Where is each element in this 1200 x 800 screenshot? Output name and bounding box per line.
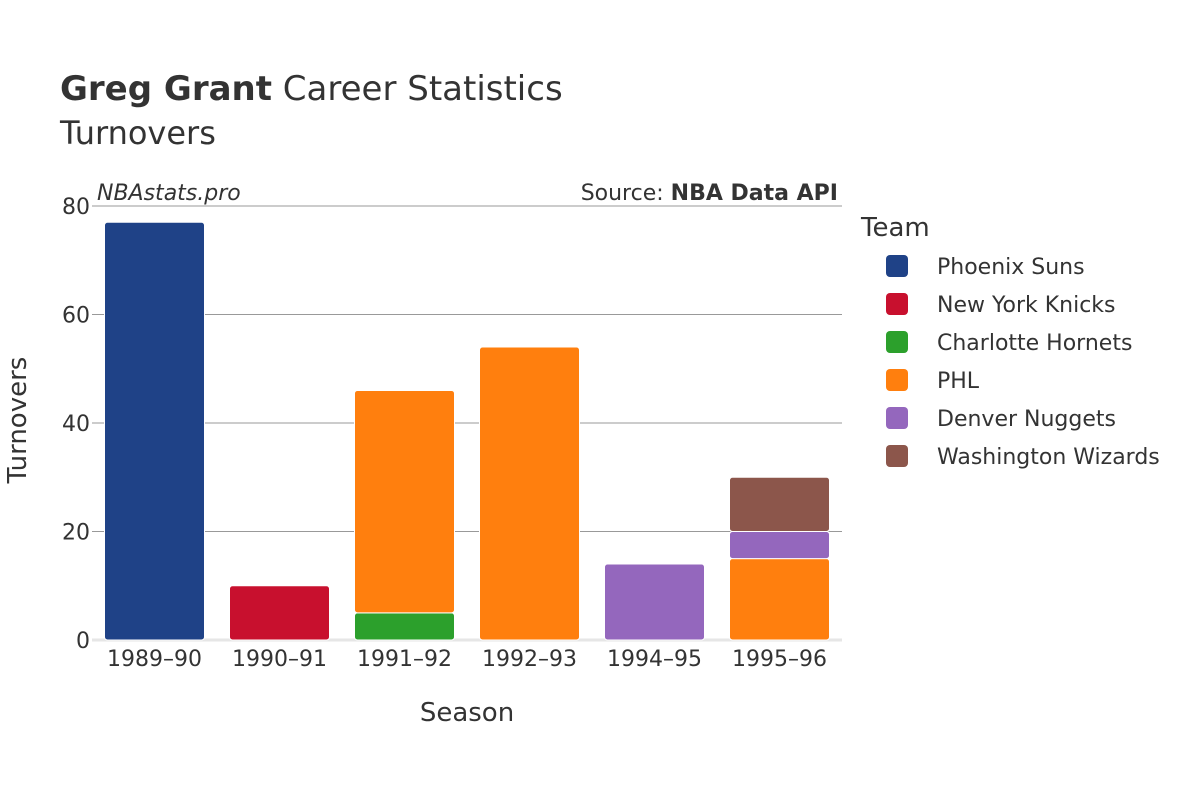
x-tick-label: 1990–91 bbox=[232, 647, 327, 672]
legend-item[interactable]: Washington Wizards bbox=[886, 445, 1160, 470]
legend-swatch bbox=[886, 331, 908, 353]
legend: Phoenix Suns New York Knicks Charlotte Hor… bbox=[886, 255, 1160, 470]
chart-subtitle: Turnovers bbox=[59, 114, 216, 152]
legend-label: PHL bbox=[937, 369, 980, 394]
source-prefix: Source: bbox=[581, 181, 671, 206]
watermark: NBAstats.pro bbox=[97, 181, 241, 206]
x-tick-label: 1989–90 bbox=[107, 647, 202, 672]
legend-swatch bbox=[886, 445, 908, 467]
legend-label: Charlotte Hornets bbox=[937, 331, 1132, 356]
legend-item[interactable]: New York Knicks bbox=[886, 293, 1116, 318]
source-note: Source: NBA Data API bbox=[581, 181, 838, 206]
chart-title-rest: Career Statistics bbox=[272, 69, 563, 109]
legend-label: New York Knicks bbox=[937, 293, 1116, 318]
legend-swatch bbox=[886, 407, 908, 429]
legend-label: Phoenix Suns bbox=[937, 255, 1085, 280]
legend-item[interactable]: Charlotte Hornets bbox=[886, 331, 1132, 356]
y-tick-label: 0 bbox=[76, 629, 90, 654]
y-tick-label: 80 bbox=[62, 195, 90, 220]
legend-item[interactable]: Phoenix Suns bbox=[886, 255, 1085, 280]
legend-label: Washington Wizards bbox=[937, 445, 1160, 470]
legend-label: Denver Nuggets bbox=[937, 407, 1116, 432]
bar-segment[interactable] bbox=[479, 346, 580, 641]
x-tick-label: 1995–96 bbox=[732, 647, 827, 672]
x-tick-label: 1992–93 bbox=[482, 647, 577, 672]
bar-segment[interactable] bbox=[729, 476, 830, 532]
x-tick-label: 1994–95 bbox=[607, 647, 702, 672]
x-tick-labels: 1989–90 1990–91 1991–92 1992–93 1994–95 1995–… bbox=[107, 647, 827, 672]
y-tick-label: 20 bbox=[62, 521, 90, 546]
legend-title: Team bbox=[860, 213, 930, 243]
bar-segment[interactable] bbox=[729, 531, 830, 560]
y-axis-label: Turnovers bbox=[3, 357, 33, 485]
x-axis-label: Season bbox=[420, 698, 514, 728]
y-tick-labels: 0 20 40 60 80 bbox=[62, 195, 90, 654]
source-name: NBA Data API bbox=[671, 181, 838, 206]
legend-swatch bbox=[886, 293, 908, 315]
gridlines bbox=[92, 205, 842, 642]
bar-segment[interactable] bbox=[729, 558, 830, 641]
legend-item[interactable]: PHL bbox=[886, 369, 980, 394]
bars bbox=[104, 221, 830, 641]
y-tick-label: 40 bbox=[62, 412, 90, 437]
x-tick-label: 1991–92 bbox=[357, 647, 452, 672]
bar-segment[interactable] bbox=[354, 612, 455, 641]
y-tick-label: 60 bbox=[62, 304, 90, 329]
bar-segment[interactable] bbox=[229, 585, 330, 641]
legend-item[interactable]: Denver Nuggets bbox=[886, 407, 1116, 432]
legend-swatch bbox=[886, 255, 908, 277]
legend-swatch bbox=[886, 369, 908, 391]
bar-segment[interactable] bbox=[104, 221, 205, 641]
bar-segment[interactable] bbox=[354, 389, 455, 614]
bar-segment[interactable] bbox=[604, 563, 705, 641]
chart-title-player: Greg Grant bbox=[60, 69, 272, 109]
chart-title: Greg Grant Career Statistics bbox=[60, 69, 563, 109]
